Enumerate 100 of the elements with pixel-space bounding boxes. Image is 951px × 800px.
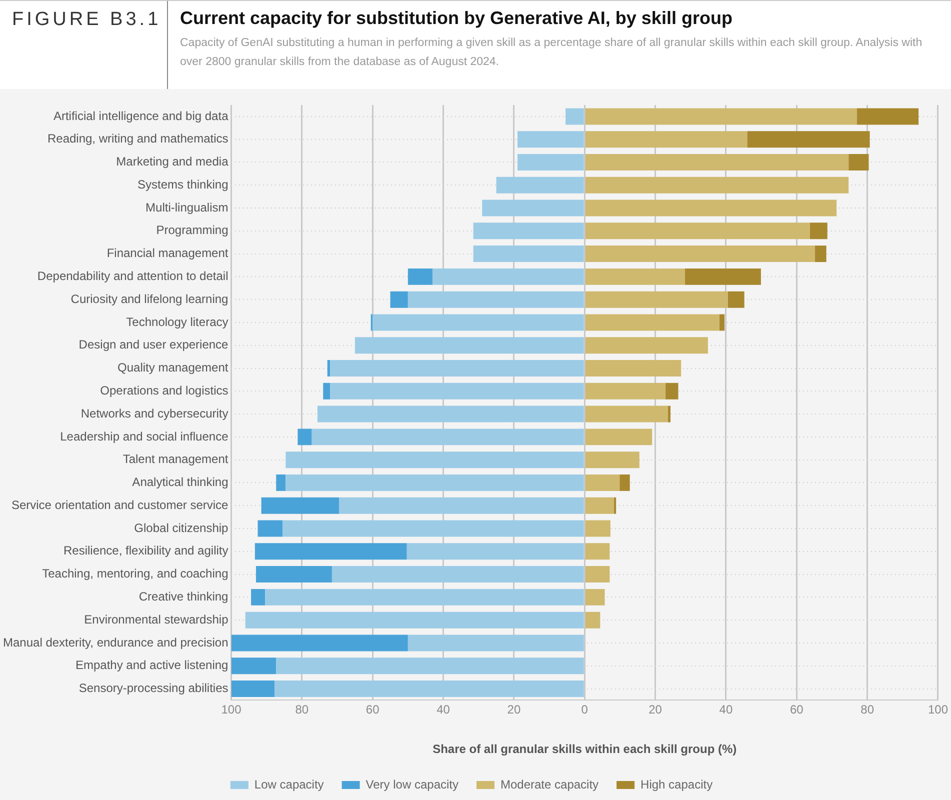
- bar: [684, 268, 761, 285]
- bar: [585, 452, 640, 468]
- bar: [566, 108, 584, 125]
- bar: [856, 108, 919, 125]
- bar: [815, 246, 826, 262]
- bar: [747, 131, 870, 148]
- bar: [585, 428, 652, 446]
- bar: [265, 588, 584, 606]
- x-tick-label: 80: [295, 702, 309, 717]
- legend-label: High capacity: [640, 777, 713, 792]
- bar: [231, 680, 275, 697]
- bar: [473, 246, 584, 262]
- y-tick-label: Operations and logistics: [100, 383, 228, 398]
- y-tick-label: Leadership and social influence: [60, 429, 229, 444]
- y-tick-label: Resilience, flexibility and agility: [63, 544, 228, 558]
- y-tick-label: Multi-lingualism: [146, 200, 228, 214]
- bar: [620, 474, 630, 491]
- bar: [286, 452, 584, 468]
- y-tick-label: Manual dexterity, endurance and precision: [2, 635, 228, 650]
- bar: [323, 382, 330, 400]
- bar: [517, 154, 584, 170]
- bar: [585, 566, 610, 583]
- bar: [256, 566, 332, 583]
- y-tick-label: Technology literacy: [126, 314, 228, 329]
- bar: [848, 154, 869, 170]
- bar: [585, 222, 810, 240]
- bar: [585, 246, 816, 262]
- x-tick-label: 40: [436, 702, 450, 717]
- bar: [258, 520, 282, 537]
- bar: [406, 543, 584, 560]
- bar: [585, 520, 610, 537]
- bar: [473, 222, 584, 240]
- caption: FIGURE B3.1: [12, 9, 162, 31]
- x-tick-label: 60: [366, 702, 380, 717]
- bar: [496, 176, 584, 194]
- x-tick-label: 60: [790, 702, 804, 717]
- bar: [585, 612, 600, 628]
- bar: [408, 634, 584, 652]
- bar: [408, 268, 433, 285]
- x-tick-label: 100: [221, 702, 242, 717]
- bar: [585, 314, 720, 331]
- bar: [251, 588, 266, 606]
- x-tick-label: 0: [581, 702, 588, 717]
- bar: [330, 382, 584, 400]
- bar: [585, 382, 666, 400]
- bar: [728, 291, 744, 308]
- bar: [432, 268, 584, 285]
- legend-label: Low capacity: [254, 777, 324, 792]
- bar: [282, 520, 584, 537]
- x-tick-label: 20: [648, 702, 662, 717]
- bar: [585, 406, 668, 422]
- bar: [245, 612, 584, 628]
- bar: [372, 314, 584, 331]
- y-tick-label: Sensory-processing abilities: [78, 681, 228, 696]
- y-tick-label: Networks and cybersecurity: [80, 406, 228, 420]
- bar: [274, 680, 584, 697]
- bar: [276, 658, 584, 674]
- bar: [261, 497, 340, 514]
- bar: [482, 200, 584, 216]
- bar: [585, 588, 605, 606]
- bar: [666, 382, 678, 400]
- bar: [298, 428, 312, 446]
- bar: [339, 497, 584, 514]
- y-tick-label: Quality management: [118, 360, 229, 375]
- y-tick-label: Teaching, mentoring, and coaching: [42, 566, 228, 581]
- bar: [585, 200, 837, 216]
- bar: [254, 543, 407, 560]
- y-tick-label: Service orientation and customer service: [11, 498, 229, 512]
- chart-title: Current capacity for substitution by Generative AI, by skill group: [180, 8, 732, 29]
- x-axis-title: Share of all granular skills within each skill group (%): [432, 742, 737, 756]
- bar: [231, 634, 408, 652]
- y-tick-label: Global citizenship: [134, 520, 229, 535]
- y-tick-label: Financial management: [106, 246, 229, 260]
- y-tick-label: Environmental stewardship: [84, 612, 229, 626]
- bar: [332, 566, 584, 583]
- legend-label: Moderate capacity: [500, 777, 599, 792]
- bar: [330, 360, 584, 377]
- bar: [286, 474, 584, 491]
- bar: [231, 658, 276, 674]
- x-tick-label: 80: [860, 702, 874, 717]
- y-tick-label: Talent management: [122, 452, 229, 466]
- bar: [614, 497, 616, 514]
- y-tick-label: Reading, writing and mathematics: [47, 132, 228, 146]
- y-tick-label: Marketing and media: [116, 154, 229, 169]
- y-tick-label: Creative thinking: [138, 589, 228, 604]
- bar: [585, 108, 857, 125]
- bar: [585, 268, 685, 285]
- y-tick-label: Systems thinking: [138, 177, 228, 192]
- bar: [585, 337, 708, 354]
- y-tick-label: Dependability and attention to detail: [37, 269, 228, 284]
- x-tick-label: 20: [507, 702, 521, 717]
- bar: [585, 360, 682, 377]
- bar: [585, 543, 610, 560]
- chart-subtitle: Capacity of GenAI substituting a human in performing a given skill as a percentage share of all granular skills within each skill group. Analysis with over 2800 granular skills from the database as of August 2024.: [180, 36, 924, 70]
- bar: [276, 474, 286, 491]
- bar: [585, 291, 728, 308]
- bar: [517, 131, 584, 148]
- y-tick-label: Design and user experience: [78, 338, 229, 352]
- bar: [408, 291, 584, 308]
- bar: [585, 474, 620, 491]
